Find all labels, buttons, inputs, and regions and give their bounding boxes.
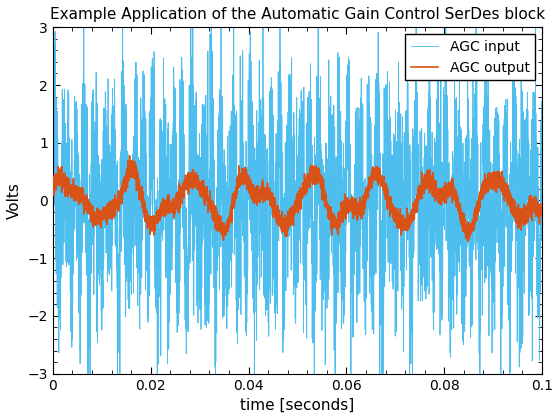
AGC output: [49, 189, 56, 194]
AGC output: [464, 239, 471, 244]
AGC input: [49, 76, 56, 81]
AGC output: [452, 191, 459, 196]
AGC output: [138, 184, 145, 189]
Y-axis label: Volts: Volts: [7, 182, 22, 219]
AGC output: [368, 178, 375, 183]
AGC output: [343, 200, 349, 205]
AGC input: [138, 117, 145, 122]
AGC input: [85, 371, 91, 376]
Title: Example Application of the Automatic Gain Control SerDes block: Example Application of the Automatic Gai…: [50, 7, 545, 22]
Legend: AGC input, AGC output: AGC input, AGC output: [405, 34, 535, 80]
AGC output: [126, 153, 133, 158]
AGC output: [236, 175, 243, 180]
Line: AGC output: AGC output: [53, 156, 542, 241]
AGC input: [452, 208, 459, 213]
AGC input: [539, 203, 545, 208]
AGC input: [237, 210, 244, 215]
AGC output: [414, 200, 421, 205]
AGC input: [415, 153, 422, 158]
AGC input: [81, 25, 87, 30]
X-axis label: time [seconds]: time [seconds]: [240, 398, 354, 413]
AGC input: [368, 302, 375, 307]
AGC input: [343, 73, 350, 78]
Line: AGC input: AGC input: [53, 27, 542, 374]
AGC output: [539, 214, 545, 219]
